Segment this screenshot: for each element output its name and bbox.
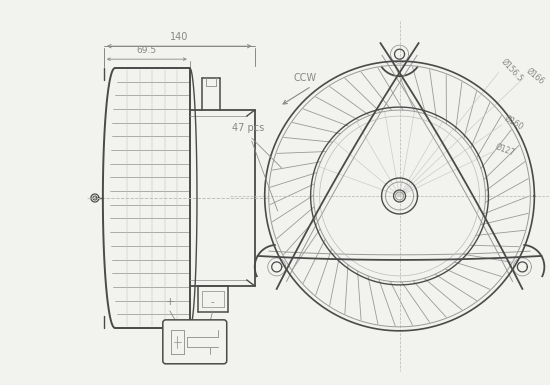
FancyBboxPatch shape [163,320,227,364]
Text: Ø160: Ø160 [503,114,525,132]
Text: 140: 140 [170,32,189,42]
Text: Ø156.5: Ø156.5 [499,57,525,84]
Text: 47 pcs: 47 pcs [232,123,264,133]
Text: Ø166: Ø166 [524,67,546,86]
Text: 69.5: 69.5 [137,46,157,55]
Text: -: - [211,297,214,307]
Text: CCW: CCW [293,73,316,83]
Text: Ø127: Ø127 [494,142,516,157]
Text: +: + [166,297,174,307]
